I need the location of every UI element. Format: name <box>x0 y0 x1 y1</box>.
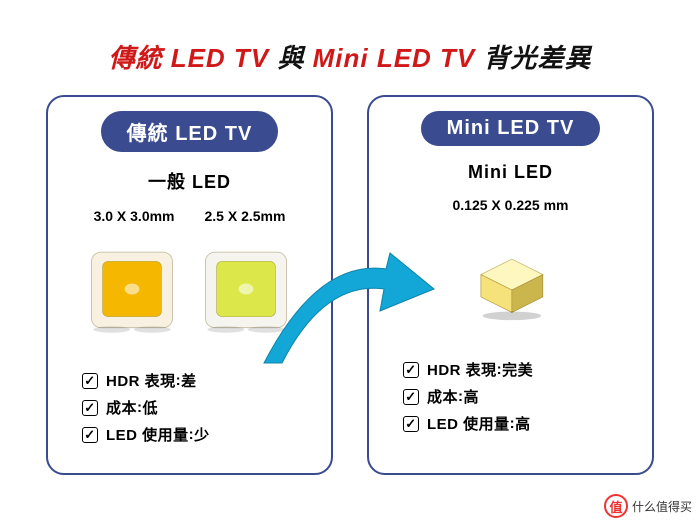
led-chip-icon <box>86 243 178 335</box>
led-chip-icon <box>198 243 294 335</box>
page-title: 傳統 LED TV 與 Mini LED TV 背光差異 <box>0 0 700 75</box>
feature-value: 高 <box>515 413 531 434</box>
feature-value: 完美 <box>502 359 533 380</box>
watermark-badge-icon: 值 <box>604 494 628 518</box>
card-traditional-chips <box>86 236 294 346</box>
checkbox-icon: ✓ <box>403 362 419 378</box>
size-label: 3.0 X 3.0mm <box>94 208 175 224</box>
card-mini-chips <box>461 225 561 335</box>
feature-label: 成本 <box>427 386 458 407</box>
card-mini-header: Mini LED TV <box>421 111 601 146</box>
size-label: 0.125 X 0.225 mm <box>453 197 569 213</box>
feature-row: ✓HDR 表現 : 差 <box>82 370 210 391</box>
card-mini-subtitle: Mini LED <box>468 162 553 183</box>
feature-value: 差 <box>181 370 197 391</box>
checkbox-icon: ✓ <box>82 373 98 389</box>
card-traditional-subtitle: 一般 LED <box>148 168 231 194</box>
feature-row: ✓LED 使用量 : 少 <box>82 424 210 445</box>
card-traditional-sizes: 3.0 X 3.0mm 2.5 X 2.5mm <box>94 208 286 224</box>
comparison-panel: 傳統 LED TV 一般 LED 3.0 X 3.0mm 2.5 X 2.5mm… <box>0 75 700 475</box>
card-mini-features: ✓HDR 表現 : 完美✓成本 : 高✓LED 使用量 : 高 <box>369 353 533 440</box>
feature-value: 低 <box>143 397 159 418</box>
feature-row: ✓HDR 表現 : 完美 <box>403 359 533 380</box>
card-traditional-features: ✓HDR 表現 : 差✓成本 : 低✓LED 使用量 : 少 <box>48 364 210 451</box>
feature-value: 少 <box>194 424 210 445</box>
title-segment: 與 <box>269 43 312 73</box>
feature-label: 成本 <box>106 397 137 418</box>
mini-led-chip-icon <box>461 235 561 321</box>
feature-value: 高 <box>464 386 480 407</box>
title-segment: Mini LED TV <box>313 43 476 73</box>
checkbox-icon: ✓ <box>403 416 419 432</box>
chip <box>86 243 178 340</box>
chip <box>198 243 294 340</box>
card-traditional: 傳統 LED TV 一般 LED 3.0 X 3.0mm 2.5 X 2.5mm… <box>46 95 333 475</box>
feature-label: LED 使用量 <box>106 424 189 445</box>
feature-row: ✓成本 : 低 <box>82 397 210 418</box>
size-label: 2.5 X 2.5mm <box>205 208 286 224</box>
checkbox-icon: ✓ <box>82 400 98 416</box>
title-segment: 背光差異 <box>475 43 591 73</box>
checkbox-icon: ✓ <box>82 427 98 443</box>
card-mini: Mini LED TV Mini LED 0.125 X 0.225 mm ✓ H… <box>367 95 654 475</box>
title-segment: 傳統 LED TV <box>108 43 269 73</box>
card-traditional-header: 傳統 LED TV <box>101 111 279 152</box>
feature-label: HDR 表現 <box>427 359 497 380</box>
feature-label: HDR 表現 <box>106 370 176 391</box>
chip <box>461 235 561 326</box>
feature-label: LED 使用量 <box>427 413 510 434</box>
checkbox-icon: ✓ <box>403 389 419 405</box>
card-mini-sizes: 0.125 X 0.225 mm <box>453 197 569 213</box>
feature-row: ✓LED 使用量 : 高 <box>403 413 533 434</box>
watermark: 值 什么值得买 <box>604 494 692 518</box>
watermark-text: 什么值得买 <box>632 498 692 515</box>
feature-row: ✓成本 : 高 <box>403 386 533 407</box>
